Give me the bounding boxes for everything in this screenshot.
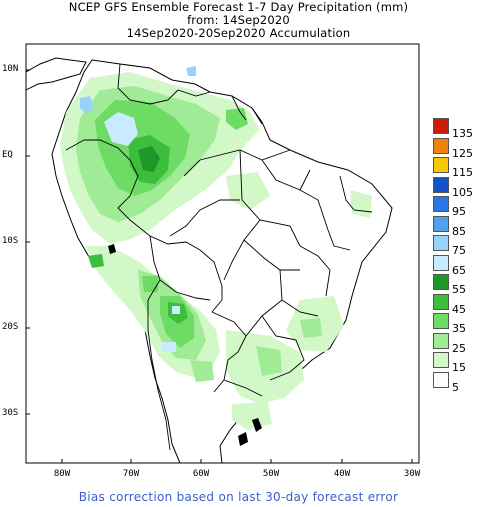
legend-swatch — [433, 313, 449, 329]
lake-patos — [252, 418, 262, 432]
map-frame-border — [25, 43, 420, 464]
legend-label: 65 — [452, 263, 466, 277]
map-title-line1: NCEP GFS Ensemble Forecast 1-7 Day Preci… — [68, 0, 409, 14]
legend-label: 25 — [452, 341, 466, 355]
lat-label-30s: 30S — [2, 408, 19, 418]
legend-label: 115 — [452, 166, 473, 179]
central-america — [26, 57, 87, 91]
map-title-line3: 14Sep2020-20Sep2020 Accumulation — [126, 26, 351, 40]
legend-swatch — [433, 235, 449, 251]
lon-label-30w: 30W — [403, 469, 421, 479]
legend-label: 5 — [452, 380, 459, 394]
lat-label-10n: 10N — [2, 64, 19, 74]
bias-correction-note: Bias correction based on last 30-day for… — [78, 490, 399, 504]
lake-mirim — [238, 432, 248, 446]
legend-swatch — [433, 137, 449, 154]
legend-swatch — [433, 293, 449, 310]
lat-label-eq: EQ — [2, 150, 13, 160]
legend-swatch — [433, 254, 449, 271]
legend-swatch — [433, 371, 449, 388]
land-and-precip — [26, 57, 393, 463]
legend-swatch — [433, 196, 449, 212]
lake-titicaca — [108, 244, 116, 254]
legend-label: 125 — [452, 146, 473, 160]
legend-swatch — [433, 157, 449, 173]
lat-label-10s: 10S — [2, 236, 19, 246]
legend-swatch — [433, 352, 449, 368]
legend-label: 105 — [452, 185, 473, 199]
legend-label: 135 — [452, 127, 473, 140]
legend-label: 35 — [452, 322, 466, 335]
legend-label: 75 — [452, 244, 466, 257]
lon-label-70w: 70W — [122, 469, 140, 479]
legend-label: 95 — [452, 205, 466, 218]
precip-shading — [60, 66, 372, 430]
axis-ticks — [26, 69, 413, 463]
lon-label-40w: 40W — [333, 469, 351, 479]
lon-label-60w: 60W — [192, 469, 210, 479]
lon-label-50w: 50W — [262, 469, 280, 479]
legend-swatch — [433, 215, 449, 232]
map-title-line2: from: 14Sep2020 — [187, 13, 290, 27]
legend-swatch — [433, 118, 449, 134]
legend-swatch — [433, 332, 449, 349]
lon-label-80w: 80W — [53, 469, 71, 479]
country-borders — [65, 63, 373, 451]
legend-swatch — [433, 176, 449, 193]
legend-label: 85 — [452, 224, 466, 238]
legend-swatch — [433, 274, 449, 290]
lat-label-20s: 20S — [2, 322, 19, 332]
legend-label: 45 — [452, 302, 466, 316]
legend-label: 55 — [452, 283, 466, 296]
legend-label: 15 — [452, 361, 466, 374]
